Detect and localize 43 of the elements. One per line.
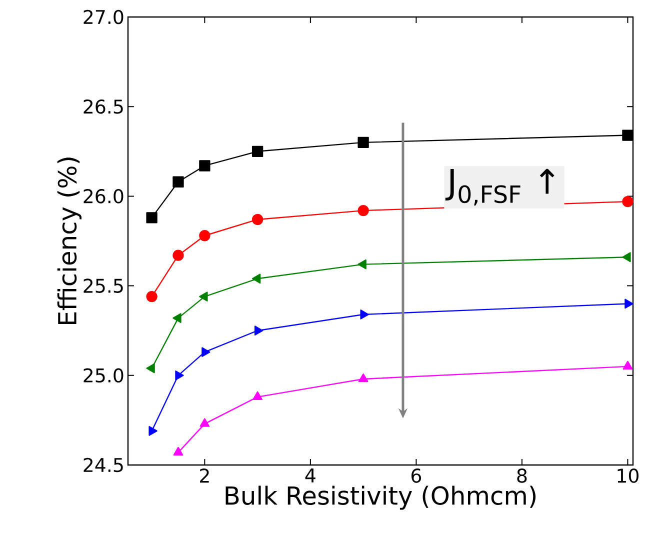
y-axis-title: Efficiency (%) (57, 158, 82, 324)
point (252, 214, 264, 226)
point (254, 326, 264, 336)
x-tick-label: 2 (200, 468, 209, 483)
point (173, 446, 184, 456)
point (199, 230, 210, 242)
point (172, 250, 184, 261)
x-tick-label: 6 (412, 468, 422, 483)
x-tick-label: 10 (618, 468, 638, 483)
annotation: J$_{0,FSF}$ ↑ (445, 168, 554, 206)
point (358, 373, 368, 382)
point (624, 298, 634, 309)
point (358, 136, 369, 148)
point (358, 204, 369, 216)
y-tick-label: 24.5 (84, 458, 123, 472)
point (360, 310, 369, 320)
point (146, 212, 158, 224)
y-tick-label: 26.0 (84, 189, 124, 204)
point (199, 292, 208, 302)
point (175, 370, 184, 380)
point (358, 259, 366, 270)
x-axis-title: Bulk Resistivity (Ohmcm) (226, 486, 536, 510)
point (148, 426, 158, 436)
point (202, 347, 210, 358)
point (252, 146, 264, 157)
point (199, 160, 210, 172)
x-tick-label: 4 (305, 468, 316, 482)
point (252, 391, 262, 400)
point (252, 274, 261, 284)
x-tick-label: 8 (517, 468, 527, 483)
point (622, 252, 631, 262)
y-tick-label: 27.0 (84, 10, 124, 24)
point (146, 363, 155, 374)
y-tick-label: 25.0 (84, 368, 124, 383)
point (172, 313, 182, 323)
point (622, 196, 634, 208)
y-tick-label: 26.5 (84, 99, 123, 114)
point (200, 418, 210, 427)
point (622, 360, 633, 370)
point (172, 176, 184, 188)
point (146, 290, 158, 302)
point (622, 130, 634, 141)
y-tick-label: 25.5 (84, 278, 123, 293)
